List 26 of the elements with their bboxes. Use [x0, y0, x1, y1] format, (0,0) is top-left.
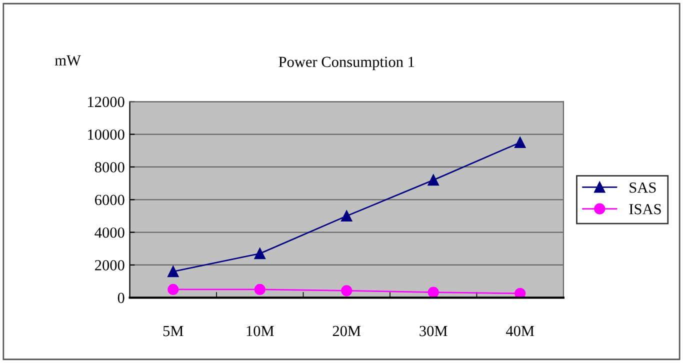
x-tick-label: 30M	[420, 326, 448, 336]
x-tick-label: 10M	[246, 326, 274, 336]
point	[254, 284, 266, 296]
point	[168, 266, 179, 278]
y-tick-label: 0	[118, 292, 124, 304]
y-tick-label: 10000	[88, 129, 124, 140]
point	[254, 248, 266, 260]
y-axis-title: mW	[54, 55, 81, 66]
x-tick-label: 20M	[332, 326, 361, 336]
y-tick-label: 8000	[94, 162, 124, 172]
point	[428, 174, 439, 186]
x-tick-label: 40M	[506, 326, 534, 336]
point	[514, 136, 526, 148]
y-tick-label: 12000	[88, 96, 124, 108]
y-tick-label: 6000	[95, 194, 124, 206]
point	[341, 285, 352, 296]
x-tick-label: 5M	[163, 326, 184, 336]
legend-label: ISAS	[629, 204, 661, 214]
chart-title: Power Consumption 1	[278, 56, 414, 70]
y-tick-label: 2000	[95, 260, 124, 270]
point	[341, 210, 352, 222]
legend-label: SAS	[630, 182, 656, 193]
y-tick-label: 4000	[94, 227, 124, 238]
point	[428, 286, 439, 298]
point	[168, 284, 179, 296]
point	[514, 288, 526, 298]
